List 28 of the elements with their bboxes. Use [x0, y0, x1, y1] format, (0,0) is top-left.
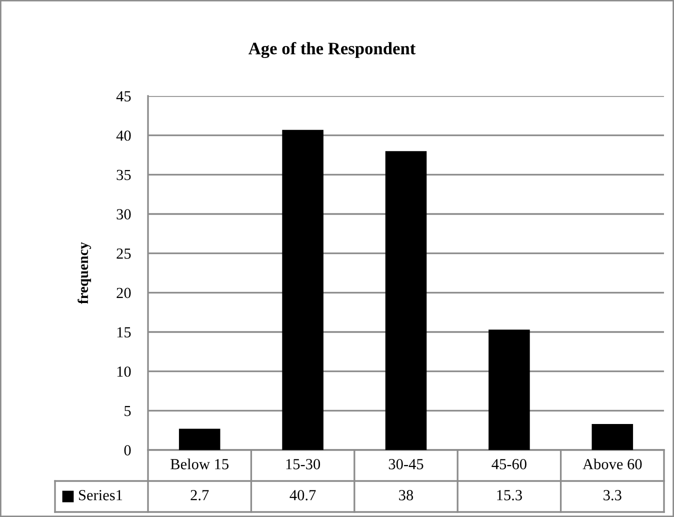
y-tick-label: 0: [124, 445, 131, 456]
x-tick-label: Above 60: [582, 458, 642, 470]
x-tick-label: 15-30: [286, 459, 320, 470]
y-tick-label: 35: [116, 170, 131, 180]
chart-title: Age of the Respondent: [248, 42, 416, 58]
y-tick-label: 5: [124, 406, 131, 416]
data-label: 3.3: [604, 490, 622, 500]
y-tick-label: 20: [116, 288, 131, 298]
bar: [592, 424, 634, 450]
bar: [385, 151, 427, 450]
y-tick-label: 25: [116, 248, 131, 259]
y-tick-label: 30: [116, 209, 131, 220]
x-tick-label: 30-45: [388, 459, 424, 470]
x-tick-label: Below 15: [170, 458, 228, 470]
y-axis-title: frequency: [78, 242, 92, 304]
bar: [178, 428, 220, 450]
legend-label: Series1: [79, 490, 122, 500]
data-label: 40.7: [290, 490, 316, 500]
data-label: 38: [399, 490, 414, 500]
x-tick-label: 45-60: [492, 459, 526, 470]
y-tick-label: 15: [117, 327, 131, 338]
y-tick-label: 40: [116, 130, 131, 141]
data-label: 2.7: [190, 490, 209, 500]
bar: [282, 130, 324, 450]
data-label: 15.3: [497, 490, 522, 500]
bar: [488, 330, 530, 450]
y-tick-label: 45: [116, 91, 131, 102]
y-tick-label: 10: [117, 366, 131, 377]
